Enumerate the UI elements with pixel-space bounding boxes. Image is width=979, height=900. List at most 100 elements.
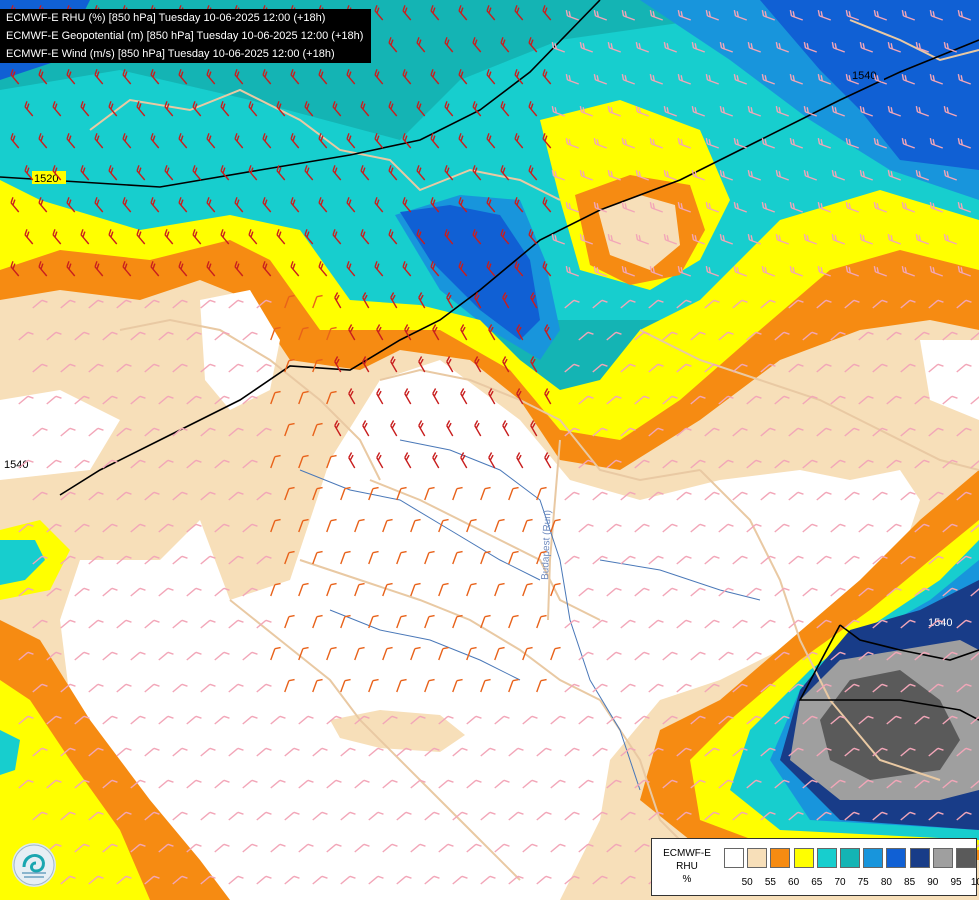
wind-barb [719, 42, 733, 53]
wind-barb [60, 299, 76, 309]
wind-barb [186, 587, 202, 597]
wind-barb [130, 459, 146, 469]
wind-barb [816, 491, 832, 501]
wind-barb [326, 779, 342, 789]
wind-barb [10, 261, 20, 277]
wind-barb [718, 651, 734, 661]
wind-barb [550, 646, 561, 661]
wind-barb [502, 356, 510, 373]
wind-barb [900, 555, 916, 565]
wind-barb [94, 197, 104, 213]
wind-barb [606, 459, 622, 469]
wind-barb [334, 420, 342, 437]
wind-barb [887, 42, 901, 53]
wind-barb [298, 843, 314, 853]
wind-barb [690, 651, 706, 661]
wind-barb [649, 202, 663, 213]
wind-barb [298, 779, 314, 789]
wind-barb [901, 74, 915, 85]
wind-barb [346, 69, 356, 85]
wind-barb [914, 523, 930, 533]
legend-tick: 50 [741, 877, 753, 888]
wind-barb [144, 811, 160, 821]
wind-barb [718, 523, 734, 533]
wind-barb [872, 811, 888, 821]
wind-barb [886, 395, 902, 405]
wind-barb [94, 69, 104, 85]
wind-barb [186, 523, 202, 533]
wind-barb [270, 582, 281, 597]
legend-swatch [932, 848, 953, 868]
wind-barb [108, 165, 118, 181]
wind-barb [663, 170, 677, 181]
wind-barb [802, 331, 818, 341]
wind-barb [830, 779, 846, 789]
wind-barb [914, 587, 930, 597]
wind-barb [564, 555, 580, 565]
wind-barb [621, 266, 635, 277]
wind-barb [733, 74, 747, 85]
wind-barb [565, 202, 579, 213]
wind-barb [46, 459, 62, 469]
wind-barb [340, 875, 356, 885]
wind-barb [544, 324, 552, 341]
wind-barb [458, 5, 468, 21]
wind-barb [844, 811, 860, 821]
wind-barb [956, 683, 972, 693]
wind-barb [290, 133, 300, 149]
wind-barb [234, 133, 244, 149]
wind-barb [929, 266, 943, 277]
wind-barb [200, 683, 216, 693]
wind-barb [774, 331, 790, 341]
wind-barb [452, 614, 463, 629]
wind-barb [578, 715, 594, 725]
wind-barb [192, 229, 202, 245]
wind-barb [220, 101, 230, 117]
wind-barb [732, 811, 748, 821]
wind-barb [248, 101, 258, 117]
wind-barb [873, 74, 887, 85]
legend-swatch [816, 848, 837, 868]
wind-barb [760, 299, 776, 309]
wind-barb [760, 811, 776, 821]
rhu-legend: ECMWF-E RHU % 50 55 60 65 70 75 80 85 90 95 100 [651, 838, 979, 896]
wind-barb [886, 331, 902, 341]
wind-barb [915, 170, 929, 181]
wind-barb [38, 69, 48, 85]
wind-barb [66, 197, 76, 213]
wind-barb [346, 133, 356, 149]
wind-barb [900, 811, 916, 821]
wind-barb [648, 555, 664, 565]
wind-barb [900, 427, 916, 437]
wind-barb [803, 234, 817, 245]
wind-barb [677, 138, 691, 149]
wind-barb [704, 491, 720, 501]
wind-barb [957, 266, 971, 277]
wind-barb [172, 427, 188, 437]
wind-barb [690, 395, 706, 405]
wind-barb [172, 747, 188, 757]
wind-barb [634, 395, 650, 405]
wind-barb [38, 261, 48, 277]
wind-barb [256, 875, 272, 885]
wind-barb [402, 197, 412, 213]
wind-barb [704, 811, 720, 821]
wind-barb [928, 747, 944, 757]
wind-barb [214, 395, 230, 405]
wind-barb [858, 523, 874, 533]
wind-barb [116, 811, 132, 821]
wind-barb [732, 555, 748, 565]
wind-barb [318, 197, 328, 213]
wind-barb [186, 651, 202, 661]
wind-barb [914, 651, 930, 661]
wind-barb [234, 261, 244, 277]
wind-barb [662, 587, 678, 597]
wind-barb [144, 363, 160, 373]
wind-barb [516, 388, 524, 405]
wind-barb [887, 170, 901, 181]
wind-barb [474, 292, 482, 309]
wind-barb [362, 292, 370, 309]
wind-barb [788, 363, 804, 373]
wind-barb [122, 261, 132, 277]
wind-barb [803, 42, 817, 53]
